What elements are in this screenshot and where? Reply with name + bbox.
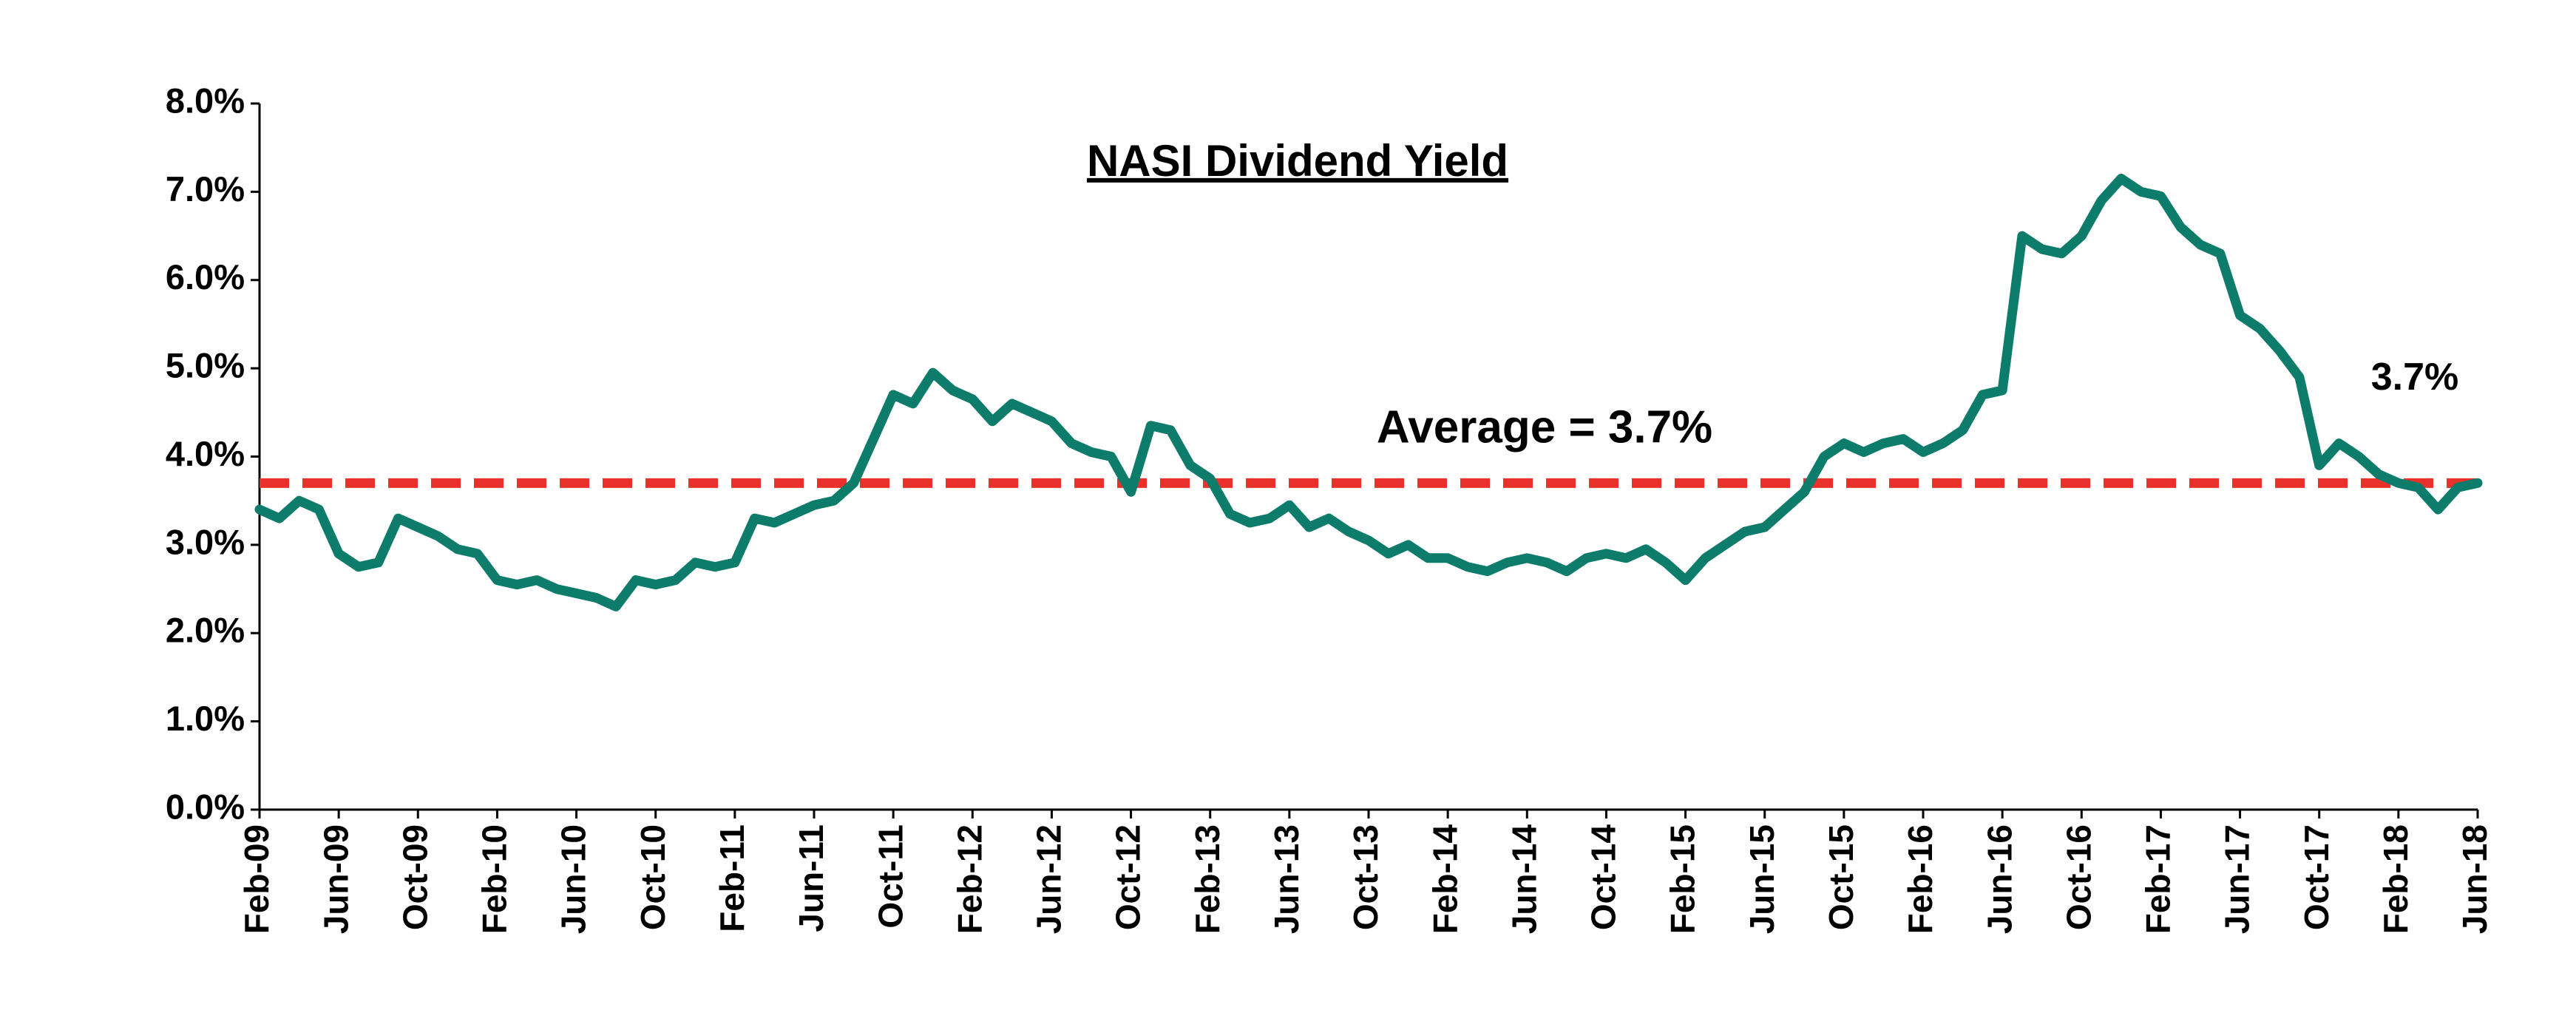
x-tick-label: Feb-16 [1901,824,1939,934]
x-tick-label: Jun-15 [1743,824,1781,934]
y-tick-label: 6.0% [166,257,245,296]
x-tick-label: Feb-09 [237,824,276,934]
x-tick-label: Feb-13 [1188,824,1227,934]
x-tick-label: Feb-17 [2139,824,2177,934]
x-tick-label: Jun-12 [1030,824,1068,934]
x-tick-label: Feb-11 [713,824,751,932]
x-tick-label: Feb-15 [1664,824,1702,934]
average-label: Average = 3.7% [1377,401,1712,453]
chart-title: NASI Dividend Yield [1087,136,1508,186]
x-tick-label: Oct-10 [634,824,672,930]
x-tick-label: Jun-13 [1267,824,1306,934]
x-tick-label: Jun-10 [555,824,593,934]
x-tick-label: Jun-09 [316,824,355,934]
x-tick-label: Oct-14 [1584,824,1623,931]
x-tick-label: Jun-14 [1505,824,1543,935]
x-tick-label: Oct-09 [396,824,434,930]
x-tick-label: Jun-11 [792,824,830,932]
x-tick-label: Feb-14 [1426,824,1464,935]
end-label: 3.7% [2371,356,2459,399]
x-tick-label: Jun-18 [2455,824,2494,934]
y-tick-label: 0.0% [166,787,245,826]
x-tick-label: Feb-18 [2376,824,2415,934]
y-tick-label: 7.0% [166,169,245,209]
x-tick-label: Oct-17 [2297,824,2336,930]
x-tick-label: Feb-12 [950,824,989,934]
x-tick-label: Jun-16 [1980,824,2019,934]
x-tick-label: Oct-12 [1109,824,1148,930]
y-tick-label: 8.0% [166,81,245,120]
y-tick-label: 2.0% [166,611,245,650]
x-tick-label: Oct-16 [2059,824,2098,930]
x-tick-label: Jun-17 [2218,824,2257,934]
x-tick-label: Oct-13 [1346,824,1385,930]
y-tick-label: 3.0% [166,522,245,561]
x-tick-label: Oct-11 [871,824,909,929]
series-line [254,174,2483,611]
y-tick-label: 1.0% [166,699,245,738]
y-tick-label: 4.0% [166,434,245,473]
y-tick-label: 5.0% [166,346,245,385]
x-tick-label: Oct-15 [1822,824,1860,930]
x-tick-label: Feb-10 [475,824,514,934]
